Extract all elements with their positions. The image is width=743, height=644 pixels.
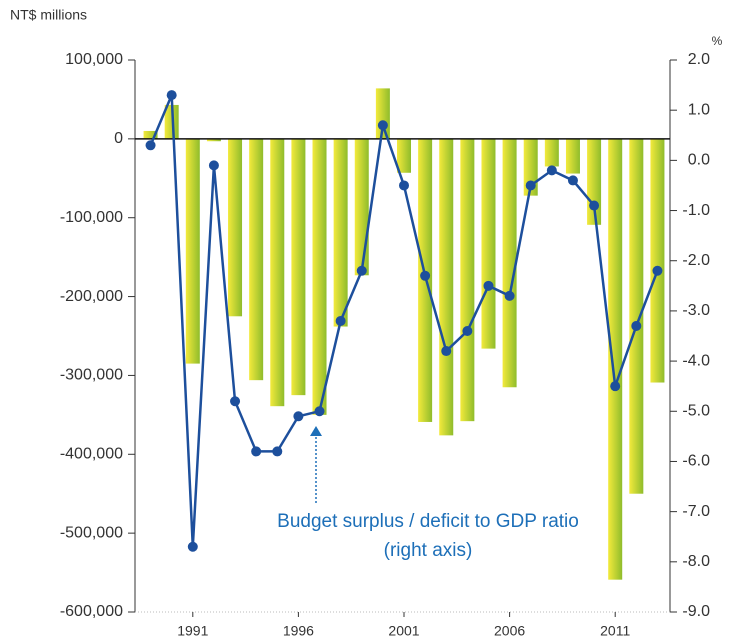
line-point — [441, 346, 452, 357]
annotation-arrowhead — [310, 426, 322, 436]
y-tick-label: -200,000 — [60, 288, 123, 305]
bar — [502, 138, 517, 388]
bar — [397, 138, 411, 173]
y-axis-label: NT$ millions — [10, 7, 87, 23]
y2-tick-label: -2.0 — [682, 252, 710, 269]
annotation: (right axis) — [384, 540, 473, 561]
y-tick-label: 0 — [114, 130, 123, 147]
bar — [185, 138, 200, 364]
bar — [354, 138, 369, 276]
line-point — [399, 180, 409, 191]
y-tick-label: -500,000 — [60, 524, 123, 541]
y-tick-label: -600,000 — [60, 603, 123, 620]
x-tick-label: 1991 — [177, 623, 208, 639]
bar — [228, 138, 243, 317]
line-point — [546, 165, 557, 176]
y2-tick-label: -8.0 — [682, 553, 710, 570]
annotation: Budget surplus / deficit to GDP ratio — [277, 511, 579, 532]
y2-tick-label: -7.0 — [682, 503, 710, 520]
bar — [481, 138, 496, 349]
y2-tick-label: -6.0 — [682, 453, 710, 470]
x-tick-label: 1996 — [283, 623, 314, 639]
line-point — [356, 265, 367, 276]
line-point — [314, 406, 325, 417]
line-point — [208, 160, 219, 171]
x-tick-label: 2011 — [600, 623, 630, 639]
line-point — [335, 315, 346, 326]
line-point — [589, 200, 600, 211]
bar — [650, 138, 665, 383]
bar — [608, 138, 623, 580]
y2-tick-label: -1.0 — [682, 202, 710, 219]
y2-axis-label: % — [712, 34, 723, 48]
y2-tick-label: -3.0 — [682, 302, 710, 319]
bar — [439, 138, 454, 436]
line-point — [230, 396, 241, 407]
bar — [312, 138, 327, 415]
line-point — [525, 180, 536, 191]
line-point — [251, 446, 262, 457]
line-point — [420, 270, 431, 281]
y-tick-label: -400,000 — [60, 446, 123, 463]
x-tick-label: 2006 — [494, 623, 525, 639]
line-point — [187, 541, 198, 552]
bar — [460, 138, 475, 422]
y2-tick-label: 1.0 — [688, 101, 710, 118]
bar — [270, 138, 285, 407]
x-tick-label: 2001 — [388, 623, 419, 639]
bar — [206, 138, 221, 142]
line-point — [567, 175, 578, 186]
y2-tick-label: 0.0 — [688, 152, 710, 169]
bar — [629, 138, 644, 494]
y2-tick-label: -5.0 — [682, 402, 710, 419]
bar — [143, 130, 158, 139]
line-point — [145, 140, 156, 151]
bar — [164, 104, 179, 139]
y2-tick-label: -4.0 — [682, 352, 710, 369]
line-point — [652, 265, 663, 276]
y-tick-label: -300,000 — [60, 367, 123, 384]
line-point — [631, 320, 642, 331]
line-point — [504, 290, 515, 301]
y-tick-label: 100,000 — [65, 51, 123, 68]
line-point — [272, 446, 283, 457]
bar — [333, 138, 348, 327]
line-point — [166, 90, 177, 101]
line-point — [610, 381, 621, 392]
line-point — [377, 120, 388, 131]
y2-tick-label: -9.0 — [682, 603, 710, 620]
line-point — [293, 411, 304, 422]
bar — [565, 138, 580, 174]
bar — [249, 138, 264, 381]
bar — [291, 138, 306, 396]
bar — [544, 138, 559, 167]
line-point — [483, 280, 494, 291]
y2-tick-label: 2.0 — [688, 51, 710, 68]
y-tick-label: -100,000 — [60, 209, 123, 226]
line-point — [462, 325, 473, 336]
